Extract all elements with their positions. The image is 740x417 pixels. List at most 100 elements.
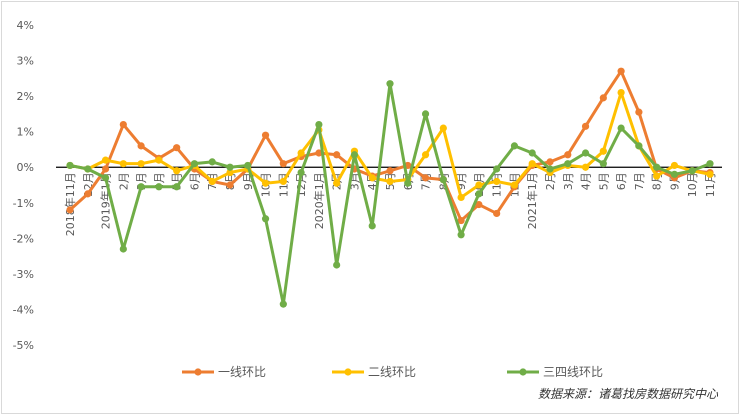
data-point [173,183,181,191]
x-tick-label: 2018年11月 [63,172,77,236]
data-point [261,131,270,139]
data-point [493,165,501,173]
data-point [706,170,714,178]
data-point [279,160,287,168]
data-point [368,222,376,230]
y-tick-label: -4% [13,303,34,316]
data-point [208,177,216,186]
data-point [137,142,145,150]
data-point [226,163,234,171]
source-note: 数据来源：诸葛找房数据研究中心 [538,387,719,401]
data-point [670,161,679,170]
data-point [208,158,216,166]
data-point [119,245,127,253]
data-point [386,177,394,186]
data-point [581,122,590,130]
x-tick-label: 11月 [704,172,717,197]
data-point [386,167,394,175]
y-tick-label: 4% [17,19,34,32]
data-point [261,179,270,187]
x-tick-label: 4月 [580,172,593,190]
data-point [581,163,590,171]
data-point [155,156,163,164]
y-tick-label: -5% [13,339,34,352]
data-point [279,177,287,186]
data-point [421,110,430,118]
y-tick-label: 1% [17,126,34,139]
x-tick-label: 6月 [615,172,628,190]
data-point [617,67,625,75]
data-point [564,151,572,159]
data-point [137,183,145,191]
x-tick-label: 6月 [188,172,201,190]
data-point [581,149,590,157]
x-tick-label: 7月 [633,172,646,190]
legend-item: 一线环比 [182,365,266,379]
legend-item: 二线环比 [332,365,416,379]
x-tick-label: 3月 [562,172,575,190]
data-point [226,168,234,177]
data-point [226,181,234,189]
data-point [599,94,607,102]
data-point [546,165,554,173]
data-point [315,149,323,157]
data-point [84,190,92,198]
legend-label: 一线环比 [218,365,266,379]
data-point [119,120,127,129]
legend-marker [519,368,527,376]
data-point [350,151,359,159]
y-tick-label: 2% [17,90,34,103]
legend-label: 二线环比 [368,365,416,379]
data-point [617,88,625,97]
data-point [510,142,519,150]
series-group [66,80,714,308]
data-point [173,167,181,175]
data-point [333,151,341,159]
data-point [101,156,110,164]
x-tick-label: 2020年1月 [312,172,326,229]
data-point [101,174,110,182]
y-tick-label: -1% [13,197,34,210]
y-tick-label: -2% [13,232,34,245]
data-point [84,165,92,173]
series-lines [66,67,714,308]
data-point [706,160,714,168]
data-point [475,181,483,189]
y-tick-label: -3% [13,268,34,281]
data-point [439,176,447,184]
data-point [368,174,376,182]
data-point [190,160,199,168]
data-point [670,170,679,178]
data-point [439,124,447,132]
data-point [173,144,181,152]
data-point [119,160,127,168]
data-point [137,160,145,168]
data-point [475,190,483,198]
legend-marker [344,368,352,376]
y-tick-label: 0% [17,161,34,174]
data-point [244,161,252,170]
legend-label: 三四线环比 [543,365,603,379]
legend-marker [194,368,202,376]
y-axis-ticks: 4% 3% 2% 1% 0% -1% -2% -3% -4% -5% [13,19,34,352]
data-point [457,193,465,202]
data-point [386,80,394,88]
x-tick-label: 2021年1月 [525,172,539,229]
x-tick-label: 2月 [544,172,557,190]
data-point [101,165,110,173]
data-point [475,200,483,209]
data-point [297,149,305,157]
data-point [688,167,696,175]
data-point [66,161,74,170]
data-point [599,147,607,155]
data-point [510,181,519,189]
data-point [261,215,270,223]
data-point [66,206,74,214]
x-tick-label: 10月 [686,172,699,197]
x-tick-label: 5月 [597,172,610,190]
data-point [493,209,501,218]
data-point [404,179,412,187]
legend: 一线环比 二线环比 三四线环比 [182,365,603,379]
data-point [457,216,465,225]
data-point [421,174,430,182]
